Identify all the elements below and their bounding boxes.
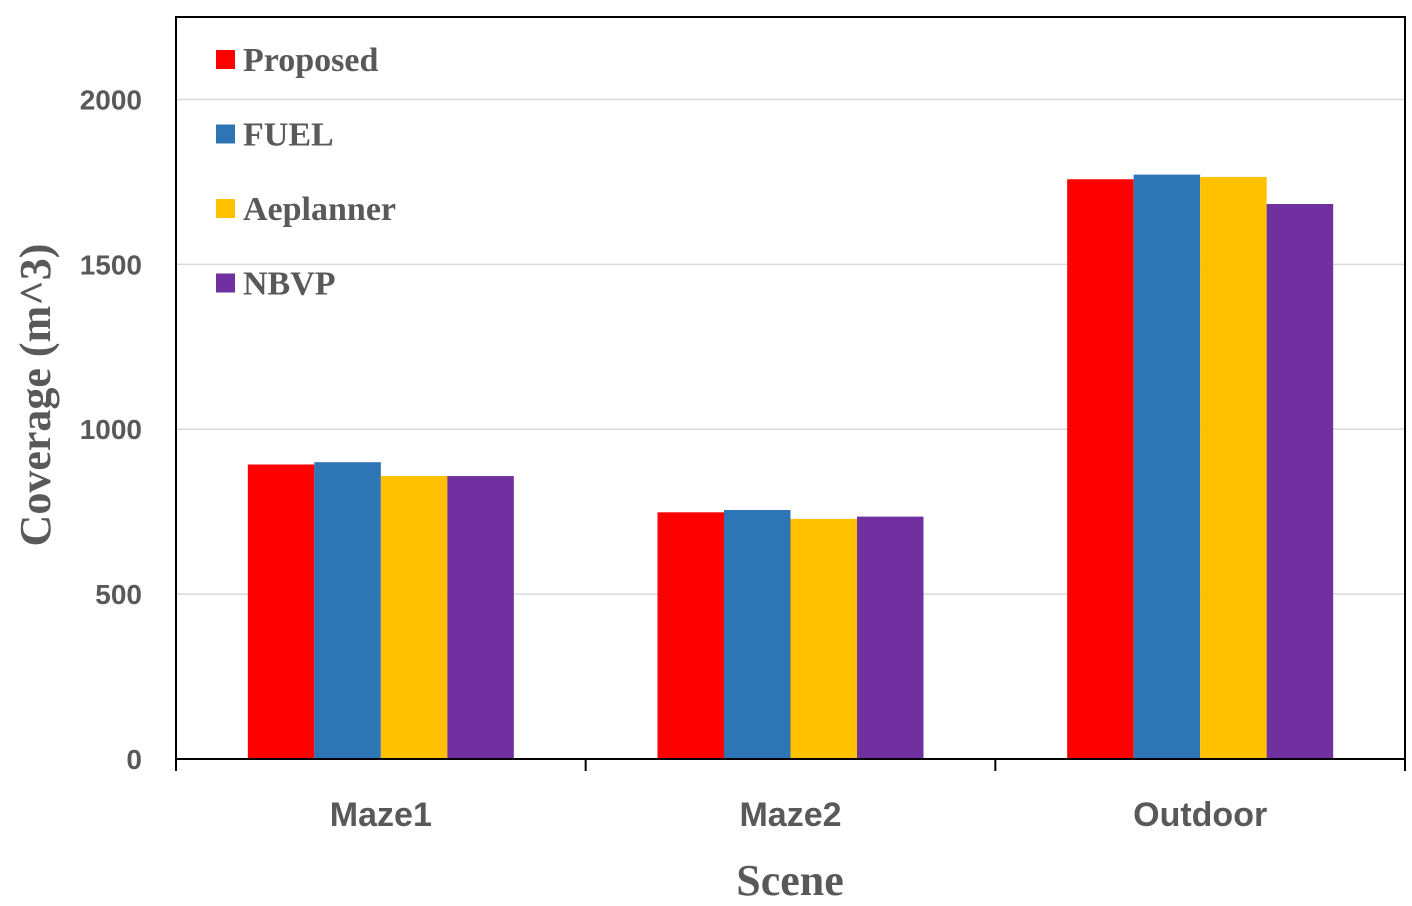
legend: Proposed FUEL Aeplanner NBVP <box>216 42 396 303</box>
bar-nbvp-outdoor <box>1266 203 1334 759</box>
bars <box>247 174 1334 760</box>
y-axis-ticks: 0 500 1000 1500 2000 <box>80 84 142 775</box>
bar-proposed-outdoor <box>1067 179 1134 759</box>
bar-proposed-maze2 <box>657 512 724 759</box>
bar-fuel-outdoor <box>1133 174 1201 759</box>
legend-label-proposed: Proposed <box>243 42 378 79</box>
legend-swatch-nbvp <box>216 273 235 293</box>
legend-swatch-fuel <box>216 124 235 144</box>
bar-aeplanner-maze1 <box>380 476 448 759</box>
bar-proposed-maze1 <box>247 464 315 759</box>
x-axis-ticks: Maze1 Maze2 Outdoor <box>175 759 1406 834</box>
plot-frame <box>175 16 1406 760</box>
bar-fuel-maze2 <box>724 510 791 759</box>
x-tick-label-maze1: Maze1 <box>330 796 432 834</box>
y-tick-label: 500 <box>95 579 142 610</box>
x-tick-label-outdoor: Outdoor <box>1133 796 1267 834</box>
bar-aeplanner-outdoor <box>1200 176 1267 760</box>
x-tick-label-maze2: Maze2 <box>739 796 841 834</box>
y-tick-label: 0 <box>126 744 142 775</box>
x-axis-title: Scene <box>736 856 844 905</box>
bar-aeplanner-maze2 <box>790 518 857 759</box>
legend-label-aeplanner: Aeplanner <box>243 191 396 228</box>
y-axis-title: Coverage (m^3) <box>11 244 60 547</box>
bar-fuel-maze1 <box>314 462 381 759</box>
y-tick-label: 1000 <box>80 414 142 445</box>
legend-swatch-aeplanner <box>216 199 235 218</box>
legend-swatch-proposed <box>216 50 235 69</box>
y-tick-label: 2000 <box>80 84 142 115</box>
bar-nbvp-maze2 <box>857 516 924 759</box>
legend-label-nbvp: NBVP <box>243 266 336 303</box>
plot-border <box>175 16 1406 760</box>
bar-nbvp-maze1 <box>447 476 514 759</box>
legend-label-fuel: FUEL <box>243 117 334 154</box>
y-tick-label: 1500 <box>80 249 142 280</box>
